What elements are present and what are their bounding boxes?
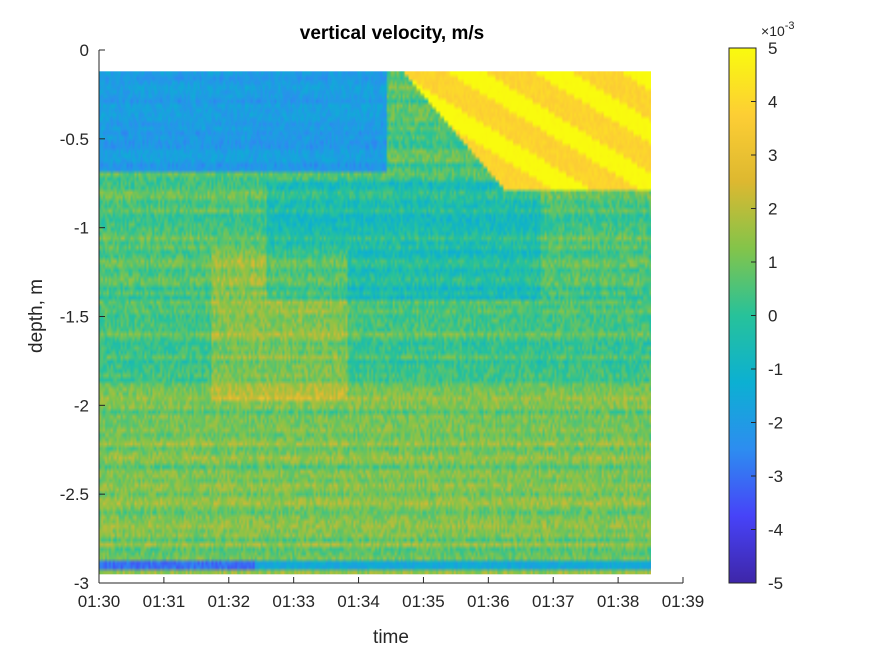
y-tick-label: -1 bbox=[74, 219, 89, 238]
y-axis-label: depth, m bbox=[26, 279, 47, 353]
colorbar-tick-label: -5 bbox=[768, 574, 783, 593]
colorbar-tick-label: 2 bbox=[768, 200, 777, 219]
x-tick-label: 01:37 bbox=[532, 592, 575, 611]
colorbar-multiplier-times: × bbox=[761, 23, 769, 39]
x-axis-ticks: 01:30 01:31 01:32 01:33 01:34 01:35 01:36 01:37… bbox=[78, 577, 705, 611]
colorbar-tick-label: 4 bbox=[768, 93, 777, 112]
chart-title: vertical velocity, m/s bbox=[300, 23, 484, 44]
y-tick-label: -2.5 bbox=[60, 485, 89, 504]
y-tick-label: -2 bbox=[74, 396, 89, 415]
colorbar-multiplier: ×10-3 bbox=[761, 20, 795, 39]
heatmap-image bbox=[99, 71, 651, 575]
colorbar-multiplier-exponent: -3 bbox=[785, 20, 795, 32]
colorbar-tick-label: 5 bbox=[768, 39, 777, 58]
colorbar-tick-label: 1 bbox=[768, 253, 777, 272]
y-tick-label: 0 bbox=[80, 41, 89, 60]
x-tick-label: 01:35 bbox=[402, 592, 445, 611]
x-tick-label: 01:31 bbox=[143, 592, 186, 611]
colorbar-tick-label: -2 bbox=[768, 414, 783, 433]
x-tick-label: 01:39 bbox=[662, 592, 705, 611]
colorbar-tick-label: 0 bbox=[768, 307, 777, 326]
x-axis-label: time bbox=[373, 627, 409, 648]
x-tick-label: 01:38 bbox=[597, 592, 640, 611]
colorbar-tick-label: -1 bbox=[768, 360, 783, 379]
x-tick-label: 01:34 bbox=[337, 592, 380, 611]
colorbar-tick-label: -4 bbox=[768, 521, 783, 540]
colorbar-ticks: 5 4 3 2 1 0 -1 -2 -3 -4 -5 bbox=[751, 39, 783, 593]
x-tick-label: 01:36 bbox=[467, 592, 510, 611]
x-tick-label: 01:30 bbox=[78, 592, 121, 611]
x-tick-label: 01:33 bbox=[272, 592, 315, 611]
y-tick-label: -3 bbox=[74, 574, 89, 593]
y-tick-label: -0.5 bbox=[60, 130, 89, 149]
y-axis-ticks: 0 -0.5 -1 -1.5 -2 -2.5 -3 bbox=[60, 41, 105, 593]
heatmap-image-data bbox=[99, 71, 651, 575]
y-tick-label: -1.5 bbox=[60, 308, 89, 327]
colorbar-tick-label: 3 bbox=[768, 146, 777, 165]
colorbar-tick-label: -3 bbox=[768, 467, 783, 486]
colorbar-multiplier-base: 10 bbox=[769, 23, 785, 39]
x-tick-label: 01:32 bbox=[208, 592, 251, 611]
